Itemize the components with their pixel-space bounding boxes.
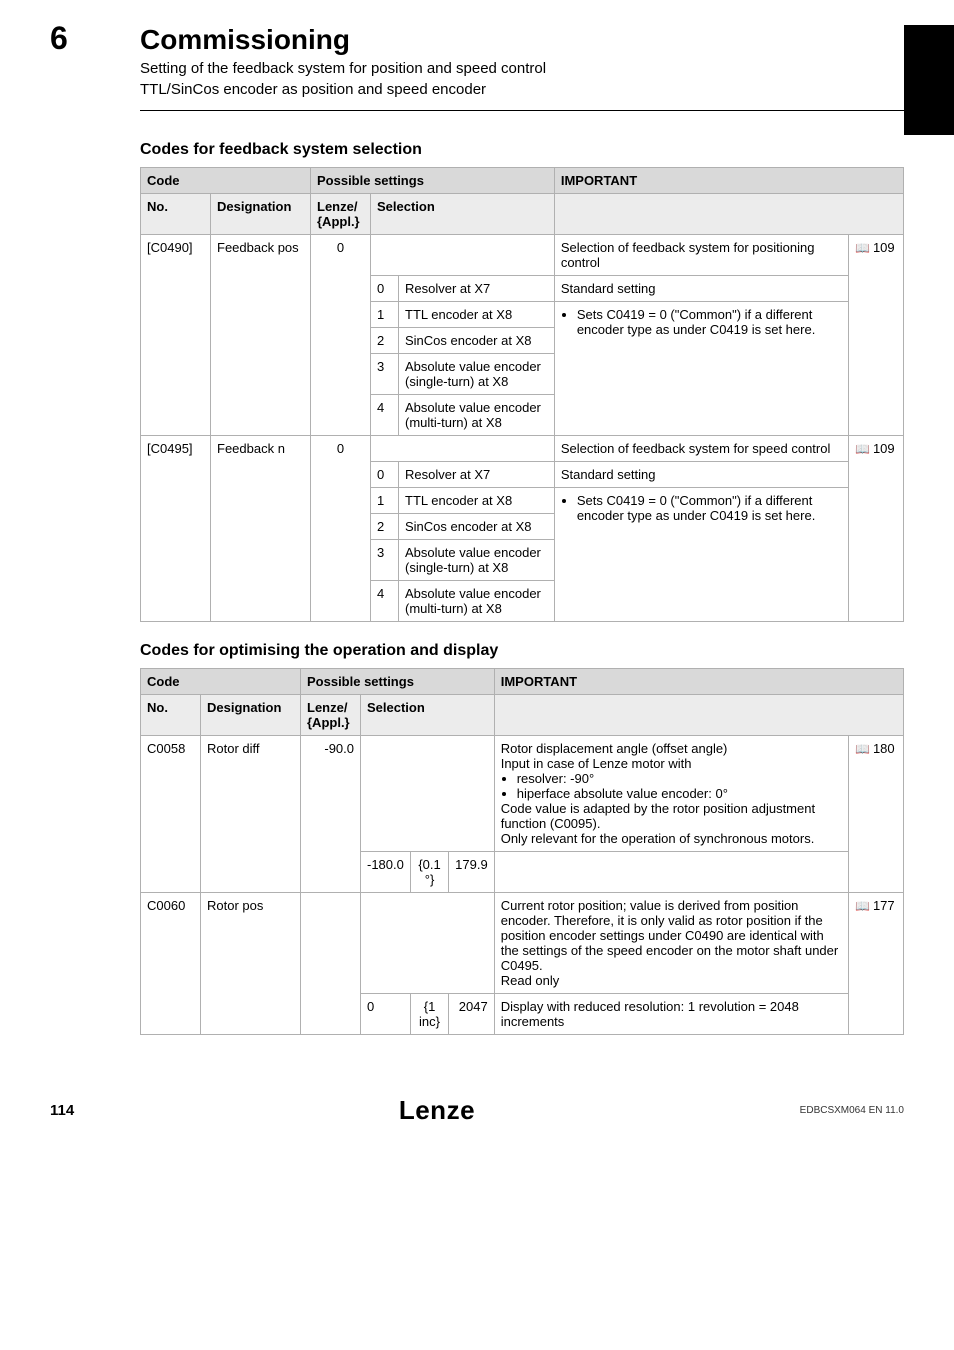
cell-opt-imp-bullet: Sets C0419 = 0 ("Common") if a different… xyxy=(554,302,848,436)
col-selection: Selection xyxy=(361,695,495,736)
col-designation: Designation xyxy=(211,194,311,235)
thumb-tab xyxy=(904,25,954,135)
cell-opt-n: 2 xyxy=(371,328,399,354)
cell-designation: Feedback pos xyxy=(211,235,311,436)
cell-designation: Feedback n xyxy=(211,436,311,622)
brand-logo: Lenze xyxy=(399,1095,475,1126)
cell-designation: Rotor pos xyxy=(201,893,301,1035)
cell-opt-label: Absolute value encoder (single-turn) at … xyxy=(399,354,555,395)
page-number: 114 xyxy=(50,1102,74,1119)
range-step: {0.1 °} xyxy=(410,852,448,893)
book-icon xyxy=(855,898,873,913)
range-step: {1 inc} xyxy=(410,994,448,1035)
cell-opt-imp: Standard setting xyxy=(554,276,848,302)
cell-no: [C0490] xyxy=(141,235,211,436)
cell-opt-imp-bullet: Sets C0419 = 0 ("Common") if a different… xyxy=(554,488,848,622)
col-no: No. xyxy=(141,695,201,736)
cell-opt-label: Absolute value encoder (multi-turn) at X… xyxy=(399,581,555,622)
cell-opt-n: 2 xyxy=(371,514,399,540)
col-lenze: Lenze/ {Appl.} xyxy=(311,194,371,235)
cell-opt-imp: Standard setting xyxy=(554,462,848,488)
cell-no: C0058 xyxy=(141,736,201,893)
cell-designation: Rotor diff xyxy=(201,736,301,893)
section-subtitle-1: Setting of the feedback system for posit… xyxy=(140,58,954,79)
range-low: -180.0 xyxy=(361,852,411,893)
cell-opt-label: SinCos encoder at X8 xyxy=(399,514,555,540)
optimise-codes-table: Code Possible settings IMPORTANT No. Des… xyxy=(140,668,904,1035)
col-possible: Possible settings xyxy=(301,669,495,695)
col-no: No. xyxy=(141,194,211,235)
col-important: IMPORTANT xyxy=(494,669,903,695)
cell-ref: 180 xyxy=(849,736,904,893)
col-lenze: Lenze/ {Appl.} xyxy=(301,695,361,736)
cell-opt-label: Absolute value encoder (single-turn) at … xyxy=(399,540,555,581)
range-low: 0 xyxy=(361,994,411,1035)
col-possible: Possible settings xyxy=(311,168,555,194)
cell-lenze: 0 xyxy=(311,436,371,622)
cell-lenze: -90.0 xyxy=(301,736,361,893)
cell-no: [C0495] xyxy=(141,436,211,622)
cell-opt-label: Resolver at X7 xyxy=(399,462,555,488)
cell-ref: 109 xyxy=(849,436,904,622)
cell-important: Current rotor position; value is derived… xyxy=(494,893,848,994)
cell-opt-n: 3 xyxy=(371,354,399,395)
col-selection: Selection xyxy=(371,194,555,235)
range-high: 179.9 xyxy=(449,852,495,893)
cell-lenze: 0 xyxy=(311,235,371,436)
document-id: EDBCSXM064 EN 11.0 xyxy=(800,1105,904,1116)
cell-opt-n: 1 xyxy=(371,488,399,514)
cell-opt-label: TTL encoder at X8 xyxy=(399,488,555,514)
col-code: Code xyxy=(141,669,301,695)
cell-opt-label: SinCos encoder at X8 xyxy=(399,328,555,354)
book-icon xyxy=(855,240,873,255)
section-heading-optimise: Codes for optimising the operation and d… xyxy=(140,642,904,660)
cell-important: Selection of feedback system for speed c… xyxy=(554,436,848,462)
cell-opt-n: 0 xyxy=(371,462,399,488)
range-high: 2047 xyxy=(449,994,495,1035)
cell-important: Selection of feedback system for positio… xyxy=(554,235,848,276)
header-divider xyxy=(140,110,950,111)
range-important: Display with reduced resolution: 1 revol… xyxy=(494,994,848,1035)
cell-opt-label: TTL encoder at X8 xyxy=(399,302,555,328)
col-important: IMPORTANT xyxy=(554,168,903,194)
col-designation: Designation xyxy=(201,695,301,736)
cell-opt-label: Resolver at X7 xyxy=(399,276,555,302)
cell-ref: 109 xyxy=(849,235,904,436)
cell-important: Rotor displacement angle (offset angle) … xyxy=(494,736,848,852)
cell-opt-n: 4 xyxy=(371,581,399,622)
cell-opt-n: 3 xyxy=(371,540,399,581)
cell-opt-n: 4 xyxy=(371,395,399,436)
section-heading-feedback: Codes for feedback system selection xyxy=(140,141,904,159)
book-icon xyxy=(855,741,873,756)
cell-ref: 177 xyxy=(849,893,904,1035)
cell-lenze xyxy=(301,893,361,1035)
cell-opt-n: 0 xyxy=(371,276,399,302)
chapter-number: 6 xyxy=(0,20,140,57)
cell-no: C0060 xyxy=(141,893,201,1035)
chapter-title: Commissioning xyxy=(140,24,954,56)
feedback-codes-table: Code Possible settings IMPORTANT No. Des… xyxy=(140,167,904,622)
section-subtitle-2: TTL/SinCos encoder as position and speed… xyxy=(140,79,954,100)
col-code: Code xyxy=(141,168,311,194)
cell-opt-label: Absolute value encoder (multi-turn) at X… xyxy=(399,395,555,436)
book-icon xyxy=(855,441,873,456)
cell-opt-n: 1 xyxy=(371,302,399,328)
